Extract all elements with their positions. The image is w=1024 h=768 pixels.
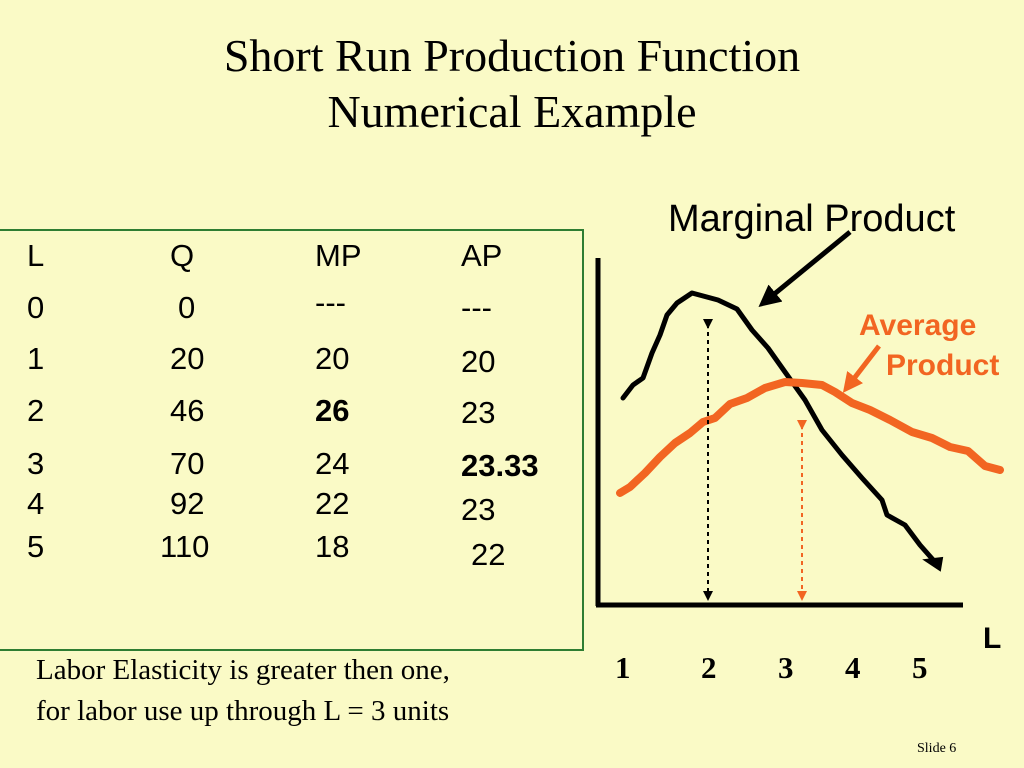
cell-mp-0: ---	[315, 285, 346, 320]
cell-q-0: 0	[178, 290, 196, 325]
cell-l-5: 5	[27, 529, 45, 564]
mp-label-arrow	[758, 230, 852, 307]
x-tick-2: 2	[701, 650, 717, 685]
cell-mp-1: 20	[315, 341, 350, 376]
cell-q-1: 20	[170, 341, 205, 376]
marginal-product-curve-arrowhead	[922, 556, 944, 572]
x-tick-5: 5	[912, 650, 928, 685]
x-tick-4: 4	[845, 650, 861, 685]
cell-ap-0: ---	[461, 290, 492, 325]
cell-q-5: 110	[160, 529, 210, 564]
cell-mp-2: 26	[315, 393, 350, 428]
cell-l-2: 2	[27, 393, 45, 428]
x-tick-3: 3	[778, 650, 794, 685]
average-product-label-line-2: Product	[886, 349, 1000, 382]
table-header-mp: MP	[315, 238, 362, 273]
ap-label-arrow	[842, 344, 881, 393]
cell-ap-4: 23	[461, 492, 496, 527]
slide-title: Short Run Production Function Numerical …	[0, 28, 1024, 140]
cell-l-1: 1	[27, 341, 45, 376]
cell-l-4: 4	[27, 486, 45, 521]
x-tick-1: 1	[615, 650, 631, 685]
marginal-product-curve	[620, 290, 938, 565]
note-line-2: for labor use up through L = 3 units	[36, 695, 450, 727]
note-line-1: Labor Elasticity is greater then one,	[36, 654, 450, 686]
title-line-1: Short Run Production Function	[223, 30, 801, 81]
cell-ap-3: 23.33	[461, 448, 539, 483]
x-axis-label: L	[983, 622, 1002, 655]
average-product-curve	[616, 378, 1004, 497]
cell-mp-4: 22	[315, 486, 350, 521]
cell-q-3: 70	[170, 446, 205, 481]
cell-l-3: 3	[27, 446, 45, 481]
slide-number: Slide 6	[917, 741, 957, 756]
cell-ap-1: 20	[461, 344, 496, 379]
table-header-q: Q	[170, 238, 195, 273]
elasticity-note: Labor Elasticity is greater then one, fo…	[36, 650, 450, 732]
cell-q-2: 46	[170, 393, 205, 428]
marginal-product-label: Marginal Product	[668, 198, 956, 240]
cell-l-0: 0	[27, 290, 45, 325]
title-line-2: Numerical Example	[327, 86, 697, 137]
table-box	[0, 229, 584, 651]
cell-ap-2: 23	[461, 395, 496, 430]
table-header-ap: AP	[461, 238, 503, 273]
cell-mp-3: 24	[315, 446, 350, 481]
table-header-l: L	[27, 238, 45, 273]
average-product-label-line-1: Average	[859, 309, 977, 342]
cell-mp-5: 18	[315, 529, 350, 564]
cell-ap-5: 22	[471, 537, 506, 572]
cell-q-4: 92	[170, 486, 205, 521]
